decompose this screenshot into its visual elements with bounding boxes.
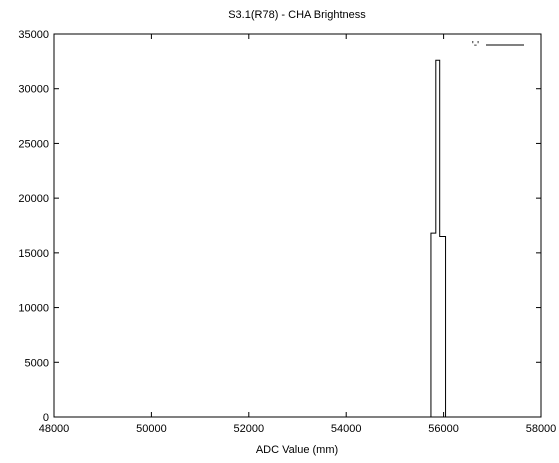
x-tick-label: 54000 — [331, 423, 362, 435]
chart-title: S3.1(R78) - CHA Brightness — [228, 9, 366, 21]
y-tick-label: 20000 — [18, 193, 49, 205]
y-tick-label: 30000 — [18, 84, 49, 96]
x-tick-label: 48000 — [39, 423, 70, 435]
y-tick-label: 5000 — [25, 357, 49, 369]
x-tick-label: 50000 — [136, 423, 167, 435]
plot-frame — [53, 33, 542, 418]
x-tick-label: 58000 — [526, 423, 557, 435]
y-axis: 0 5000 10000 15000 20000 25000 30000 35000 — [18, 29, 541, 424]
legend-label: '-' — [472, 40, 479, 51]
x-tick-label: 56000 — [428, 423, 459, 435]
y-tick-label: 0 — [43, 412, 49, 424]
x-axis-label: ADC Value (mm) — [256, 444, 338, 456]
series-layer — [54, 59, 541, 418]
y-tick-label: 35000 — [18, 29, 49, 41]
series-line — [54, 59, 541, 418]
legend: '-' — [472, 40, 524, 51]
x-tick-label: 52000 — [234, 423, 265, 435]
y-tick-label: 15000 — [18, 248, 49, 260]
y-tick-label: 25000 — [18, 138, 49, 150]
x-axis: 48000 50000 52000 54000 56000 58000 — [39, 34, 557, 435]
y-tick-label: 10000 — [18, 303, 49, 315]
